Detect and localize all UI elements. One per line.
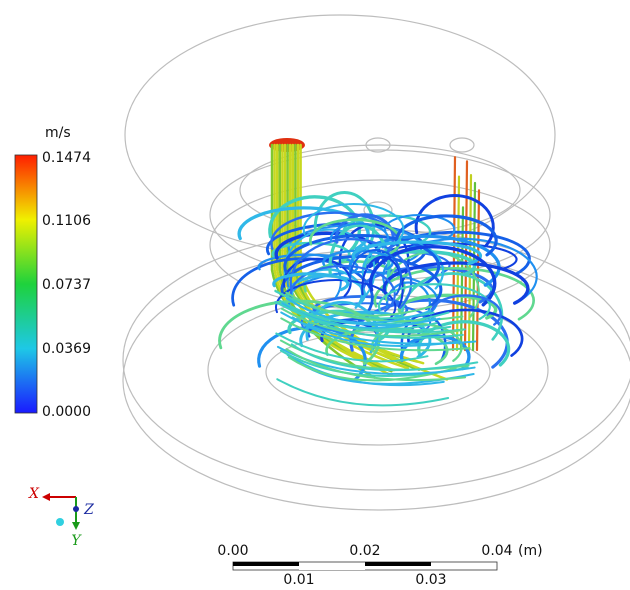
streamline — [463, 160, 469, 352]
streamline — [289, 306, 464, 339]
scale-label: 0.00 — [217, 543, 248, 559]
streamline — [276, 378, 450, 407]
scale-label: 0.02 — [349, 543, 380, 559]
colorbar-label: 0.1106 — [42, 213, 91, 229]
scale-label: 0.03 — [415, 572, 446, 588]
colorbar-label: 0.1474 — [42, 150, 91, 166]
streamline — [286, 253, 342, 299]
streamline — [377, 283, 491, 321]
streamline — [302, 202, 405, 246]
port — [449, 137, 475, 153]
streamline — [277, 302, 438, 331]
z-axis-dot — [73, 506, 79, 512]
y-label: Y — [71, 533, 82, 549]
streamline — [289, 264, 396, 312]
streamline — [280, 317, 471, 352]
colorbar-label: 0.0369 — [42, 341, 91, 357]
streamline — [329, 222, 390, 249]
axis-triad: X Z Y — [28, 486, 94, 549]
x-arrowhead — [42, 493, 50, 501]
streamline — [285, 297, 441, 327]
scale-label: 0.04 — [481, 543, 512, 559]
streamline — [272, 272, 350, 292]
streamline — [287, 356, 457, 382]
scale-unit: (m) — [518, 543, 543, 559]
scale-segment — [365, 562, 431, 566]
streamline — [273, 143, 373, 367]
colorbar-label: 0.0737 — [42, 277, 91, 293]
chamber-ring — [209, 149, 551, 281]
scale-label: 0.01 — [283, 572, 314, 588]
z-label: Z — [83, 502, 94, 518]
streamline — [290, 343, 479, 372]
streamline — [395, 214, 498, 257]
scale-bar: 0.00 0.02 0.04 (m) 0.01 0.03 — [217, 543, 542, 588]
colorbar: m/s 0.1474 0.1106 0.0737 0.0369 0.0000 — [14, 125, 91, 420]
streamline — [268, 195, 362, 252]
streamline — [289, 238, 413, 310]
scale-segment — [299, 566, 365, 570]
streamline — [285, 348, 467, 382]
streamline — [383, 214, 456, 239]
streamline — [275, 332, 429, 363]
streamline — [312, 295, 409, 319]
streamline — [275, 279, 397, 324]
streamline — [351, 240, 483, 266]
base-ring — [207, 294, 549, 446]
streamlines — [218, 138, 538, 407]
colorbar-label: 0.0000 — [42, 404, 91, 420]
colorbar-unit: m/s — [45, 125, 71, 141]
y-arrowhead — [72, 522, 80, 530]
streamline — [429, 294, 502, 326]
origin-ball — [56, 518, 64, 526]
scale-segment — [233, 562, 299, 566]
base-disk — [122, 229, 630, 491]
x-label: X — [28, 486, 40, 502]
streamline — [280, 311, 477, 345]
streamline — [368, 244, 497, 307]
streamline — [349, 249, 403, 296]
streamline — [283, 233, 441, 286]
colorbar-scale — [14, 154, 38, 414]
streamline — [459, 206, 465, 352]
